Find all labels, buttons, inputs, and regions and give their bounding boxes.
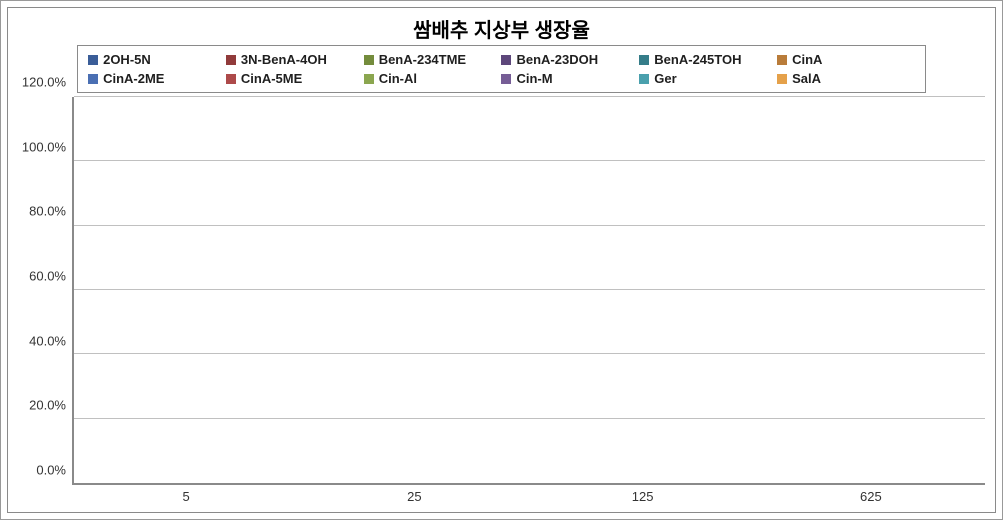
legend-item: CinA xyxy=(777,50,915,69)
legend-item: 2OH-5N xyxy=(88,50,226,69)
legend-item: SalA xyxy=(777,69,915,88)
gridline xyxy=(74,96,985,97)
legend-swatch xyxy=(639,74,649,84)
legend-item: CinA-2ME xyxy=(88,69,226,88)
chart-outer-frame: 쌈배추 지상부 생장율 2OH-5N 3N-BenA-4OH BenA-234TME… xyxy=(0,0,1003,520)
y-tick-label: 40.0% xyxy=(29,333,66,348)
legend-swatch xyxy=(501,55,511,65)
legend-label: Cin-Al xyxy=(379,71,417,86)
gridline xyxy=(74,160,985,161)
gridline xyxy=(74,353,985,354)
legend-swatch xyxy=(639,55,649,65)
legend-label: CinA-2ME xyxy=(103,71,164,86)
legend-label: SalA xyxy=(792,71,821,86)
y-tick-label: 0.0% xyxy=(36,463,66,478)
legend-item: CinA-5ME xyxy=(226,69,364,88)
legend-label: BenA-245TOH xyxy=(654,52,741,67)
legend-item: BenA-23DOH xyxy=(501,50,639,69)
legend-label: Cin-M xyxy=(516,71,552,86)
legend-swatch xyxy=(364,74,374,84)
legend-swatch xyxy=(777,74,787,84)
plot-area xyxy=(72,97,985,485)
plot-row: 0.0%20.0%40.0%60.0%80.0%100.0%120.0% xyxy=(14,97,985,485)
legend-swatch xyxy=(88,55,98,65)
gridline xyxy=(74,225,985,226)
legend-label: Ger xyxy=(654,71,676,86)
legend-swatch xyxy=(364,55,374,65)
legend-item: 3N-BenA-4OH xyxy=(226,50,364,69)
legend-swatch xyxy=(501,74,511,84)
chart-title: 쌈배추 지상부 생장율 xyxy=(8,8,995,45)
y-tick-label: 60.0% xyxy=(29,269,66,284)
legend-label: BenA-234TME xyxy=(379,52,466,67)
legend-label: 3N-BenA-4OH xyxy=(241,52,327,67)
x-tick-label: 5 xyxy=(72,485,300,504)
y-axis: 0.0%20.0%40.0%60.0%80.0%100.0%120.0% xyxy=(14,97,72,485)
legend-box: 2OH-5N 3N-BenA-4OH BenA-234TME BenA-23DOH Be… xyxy=(77,45,926,93)
legend-item: BenA-234TME xyxy=(364,50,502,69)
x-axis: 525125625 xyxy=(14,485,985,504)
gridline xyxy=(74,289,985,290)
legend-label: CinA-5ME xyxy=(241,71,302,86)
y-tick-label: 20.0% xyxy=(29,398,66,413)
legend-item: Cin-M xyxy=(501,69,639,88)
x-tick-label: 125 xyxy=(529,485,757,504)
chart-inner-frame: 쌈배추 지상부 생장율 2OH-5N 3N-BenA-4OH BenA-234TME… xyxy=(7,7,996,513)
legend-item: Cin-Al xyxy=(364,69,502,88)
legend-swatch xyxy=(226,55,236,65)
x-tick-label: 625 xyxy=(757,485,985,504)
y-tick-label: 100.0% xyxy=(22,139,66,154)
y-tick-label: 80.0% xyxy=(29,204,66,219)
plot-wrap: 0.0%20.0%40.0%60.0%80.0%100.0%120.0% 525… xyxy=(8,97,995,512)
legend-swatch xyxy=(88,74,98,84)
legend-label: 2OH-5N xyxy=(103,52,151,67)
legend-label: BenA-23DOH xyxy=(516,52,598,67)
x-tick-label: 25 xyxy=(300,485,528,504)
legend-swatch xyxy=(226,74,236,84)
gridline xyxy=(74,418,985,419)
legend-item: BenA-245TOH xyxy=(639,50,777,69)
y-tick-label: 120.0% xyxy=(22,75,66,90)
legend-label: CinA xyxy=(792,52,822,67)
legend-swatch xyxy=(777,55,787,65)
legend-item: Ger xyxy=(639,69,777,88)
